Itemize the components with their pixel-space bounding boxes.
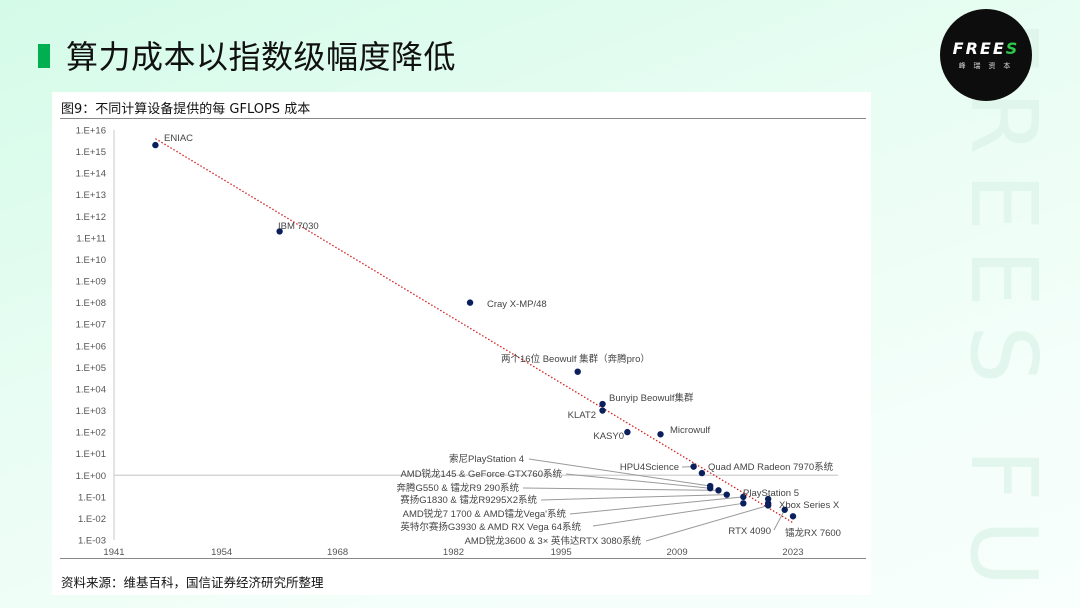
data-point-label: 奔腾G550 & 镭龙R9 290系统 xyxy=(397,482,520,494)
data-point xyxy=(789,513,797,520)
data-point xyxy=(764,502,772,509)
data-point-label: PlayStation 5 xyxy=(743,488,799,499)
y-tick-label: 1.E+03 xyxy=(76,406,106,417)
data-point xyxy=(740,500,747,507)
data-point xyxy=(574,368,581,375)
data-point-label: 赛扬G1830 & 镭龙R9295X2系统 xyxy=(400,494,537,506)
x-tick-label: 1954 xyxy=(211,547,232,558)
frees-logo: FREES 峰 瑞 资 本 xyxy=(940,9,1032,101)
leader-line xyxy=(528,458,711,487)
y-tick-label: 1.E+13 xyxy=(76,190,106,201)
title-accent-bar xyxy=(38,44,50,68)
logo-subtitle: 峰 瑞 资 本 xyxy=(958,63,1014,70)
figure-source: 资料来源：维基百科，国信证券经济研究所整理 xyxy=(61,575,324,590)
figure-title: 图9：不同计算设备提供的每 GFLOPS 成本 xyxy=(61,102,311,117)
data-point-label: 英特尔赛扬G3930 & AMD RX Vega 64系统 xyxy=(400,521,581,533)
leader-line xyxy=(522,487,719,491)
data-point-label: Cray X-MP/48 xyxy=(487,299,547,310)
y-tick-label: 1.E+07 xyxy=(76,320,106,331)
x-tick-label: 1968 xyxy=(327,547,348,558)
data-point xyxy=(698,469,706,477)
y-tick-label: 1.E+14 xyxy=(76,169,106,180)
data-point xyxy=(723,491,730,498)
data-point-label: 索尼PlayStation 4 xyxy=(449,453,524,465)
y-tick-label: 1.E-03 xyxy=(78,536,106,547)
y-tick-label: 1.E+16 xyxy=(76,126,106,137)
y-tick-label: 1.E-02 xyxy=(78,514,106,525)
data-point-label: HPU4Science xyxy=(620,462,679,473)
leader-line xyxy=(645,504,769,542)
data-point-label: KLAT2 xyxy=(568,410,596,421)
logo-brand: FREES xyxy=(952,39,1020,58)
data-point xyxy=(466,299,474,306)
data-point-label: Bunyip Beowulf集群 xyxy=(609,392,694,404)
data-point xyxy=(599,407,606,414)
y-tick-label: 1.E+01 xyxy=(76,449,106,460)
data-point-label: AMD锐龙145 & GeForce GTX760系统 xyxy=(400,468,562,480)
y-tick-label: 1.E+15 xyxy=(76,147,106,158)
data-point xyxy=(781,506,788,513)
data-point xyxy=(657,431,664,438)
leader-line xyxy=(540,494,727,501)
y-tick-label: 1.E-01 xyxy=(78,492,106,503)
leader-line xyxy=(592,502,744,527)
x-tick-label: 2009 xyxy=(667,547,688,558)
data-point-label: ENIAC xyxy=(164,133,193,144)
y-tick-label: 1.E+04 xyxy=(76,384,106,395)
data-point-label: 镭龙RX 7600 xyxy=(785,527,841,539)
data-point xyxy=(152,141,159,149)
x-tick-label: 1995 xyxy=(551,547,572,558)
data-point-label: Xbox Series X xyxy=(779,500,840,511)
data-point xyxy=(690,463,697,470)
figure-top-rule xyxy=(60,118,866,119)
y-tick-label: 1.E+12 xyxy=(76,212,106,223)
x-tick-label: 2023 xyxy=(782,547,803,558)
data-point xyxy=(599,400,606,408)
data-point-label: Microwulf xyxy=(670,425,710,436)
data-point xyxy=(624,428,631,436)
data-point xyxy=(740,493,747,501)
data-point-label: IBM 7030 xyxy=(278,221,319,232)
data-point-label: AMD锐龙7 1700 & AMD镭龙Vega'系统 xyxy=(403,508,567,520)
x-tick-label: 1982 xyxy=(443,547,464,558)
data-point xyxy=(706,485,714,492)
data-point-label: 两个16位 Beowulf 集群（奔腾pro） xyxy=(501,353,650,365)
data-point xyxy=(276,228,283,235)
data-point-label: Quad AMD Radeon 7970系统 xyxy=(708,461,834,473)
trendline xyxy=(155,138,794,524)
leader-line xyxy=(569,496,744,515)
y-tick-label: 1.E+10 xyxy=(76,255,106,266)
data-point-label: AMD锐龙3600 & 3× 英伟达RTX 3080系统 xyxy=(465,535,642,547)
x-tick-label: 1941 xyxy=(103,547,124,558)
leader-line xyxy=(565,473,711,489)
y-tick-label: 1.E+05 xyxy=(76,363,106,374)
y-tick-label: 1.E+00 xyxy=(76,471,106,482)
y-tick-label: 1.E+02 xyxy=(76,428,106,439)
page-title: 算力成本以指数级幅度降低 xyxy=(66,38,457,76)
figure-bottom-rule xyxy=(60,558,866,559)
y-tick-label: 1.E+09 xyxy=(76,277,106,288)
y-tick-label: 1.E+08 xyxy=(76,298,106,309)
data-point-label: KASY0 xyxy=(593,431,624,442)
data-point xyxy=(715,487,722,494)
data-point-label: RTX 4090 xyxy=(728,526,771,537)
y-tick-label: 1.E+06 xyxy=(76,341,106,352)
scatter-chart: 1.E+16 1.E+15 1.E+14 1.E+13 1.E+12 1.E+11 1.E+… xyxy=(76,126,841,559)
leader-line xyxy=(773,509,786,531)
figure-panel: 图9：不同计算设备提供的每 GFLOPS 成本 1.E+16 1.E+15 1.E+… xyxy=(52,92,871,595)
y-tick-label: 1.E+11 xyxy=(76,233,106,244)
